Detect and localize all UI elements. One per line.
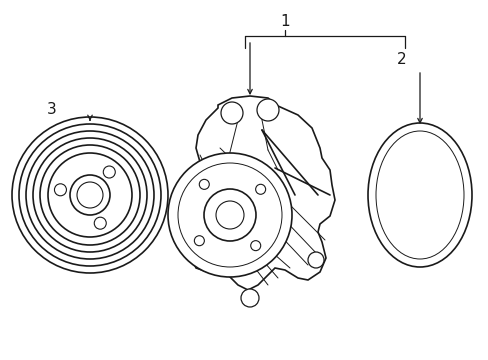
Circle shape xyxy=(216,201,244,229)
Text: 3: 3 xyxy=(47,103,57,117)
Circle shape xyxy=(257,99,279,121)
Circle shape xyxy=(250,240,260,251)
Ellipse shape xyxy=(375,131,463,259)
Circle shape xyxy=(48,153,132,237)
Circle shape xyxy=(184,218,199,232)
Circle shape xyxy=(19,124,161,266)
Circle shape xyxy=(241,289,259,307)
Circle shape xyxy=(178,163,282,267)
Circle shape xyxy=(194,236,204,246)
Text: 1: 1 xyxy=(280,14,289,30)
Circle shape xyxy=(40,145,140,245)
Circle shape xyxy=(70,175,110,215)
Circle shape xyxy=(221,102,243,124)
Circle shape xyxy=(255,184,265,194)
Circle shape xyxy=(168,153,291,277)
Circle shape xyxy=(94,217,106,229)
Circle shape xyxy=(33,138,147,252)
Circle shape xyxy=(203,189,256,241)
Text: 2: 2 xyxy=(396,53,406,68)
Circle shape xyxy=(77,182,103,208)
Ellipse shape xyxy=(367,123,471,267)
Circle shape xyxy=(12,117,168,273)
Circle shape xyxy=(26,131,154,259)
Polygon shape xyxy=(190,96,334,290)
Circle shape xyxy=(307,252,324,268)
Circle shape xyxy=(199,179,209,189)
Circle shape xyxy=(54,184,66,196)
Circle shape xyxy=(103,166,115,178)
